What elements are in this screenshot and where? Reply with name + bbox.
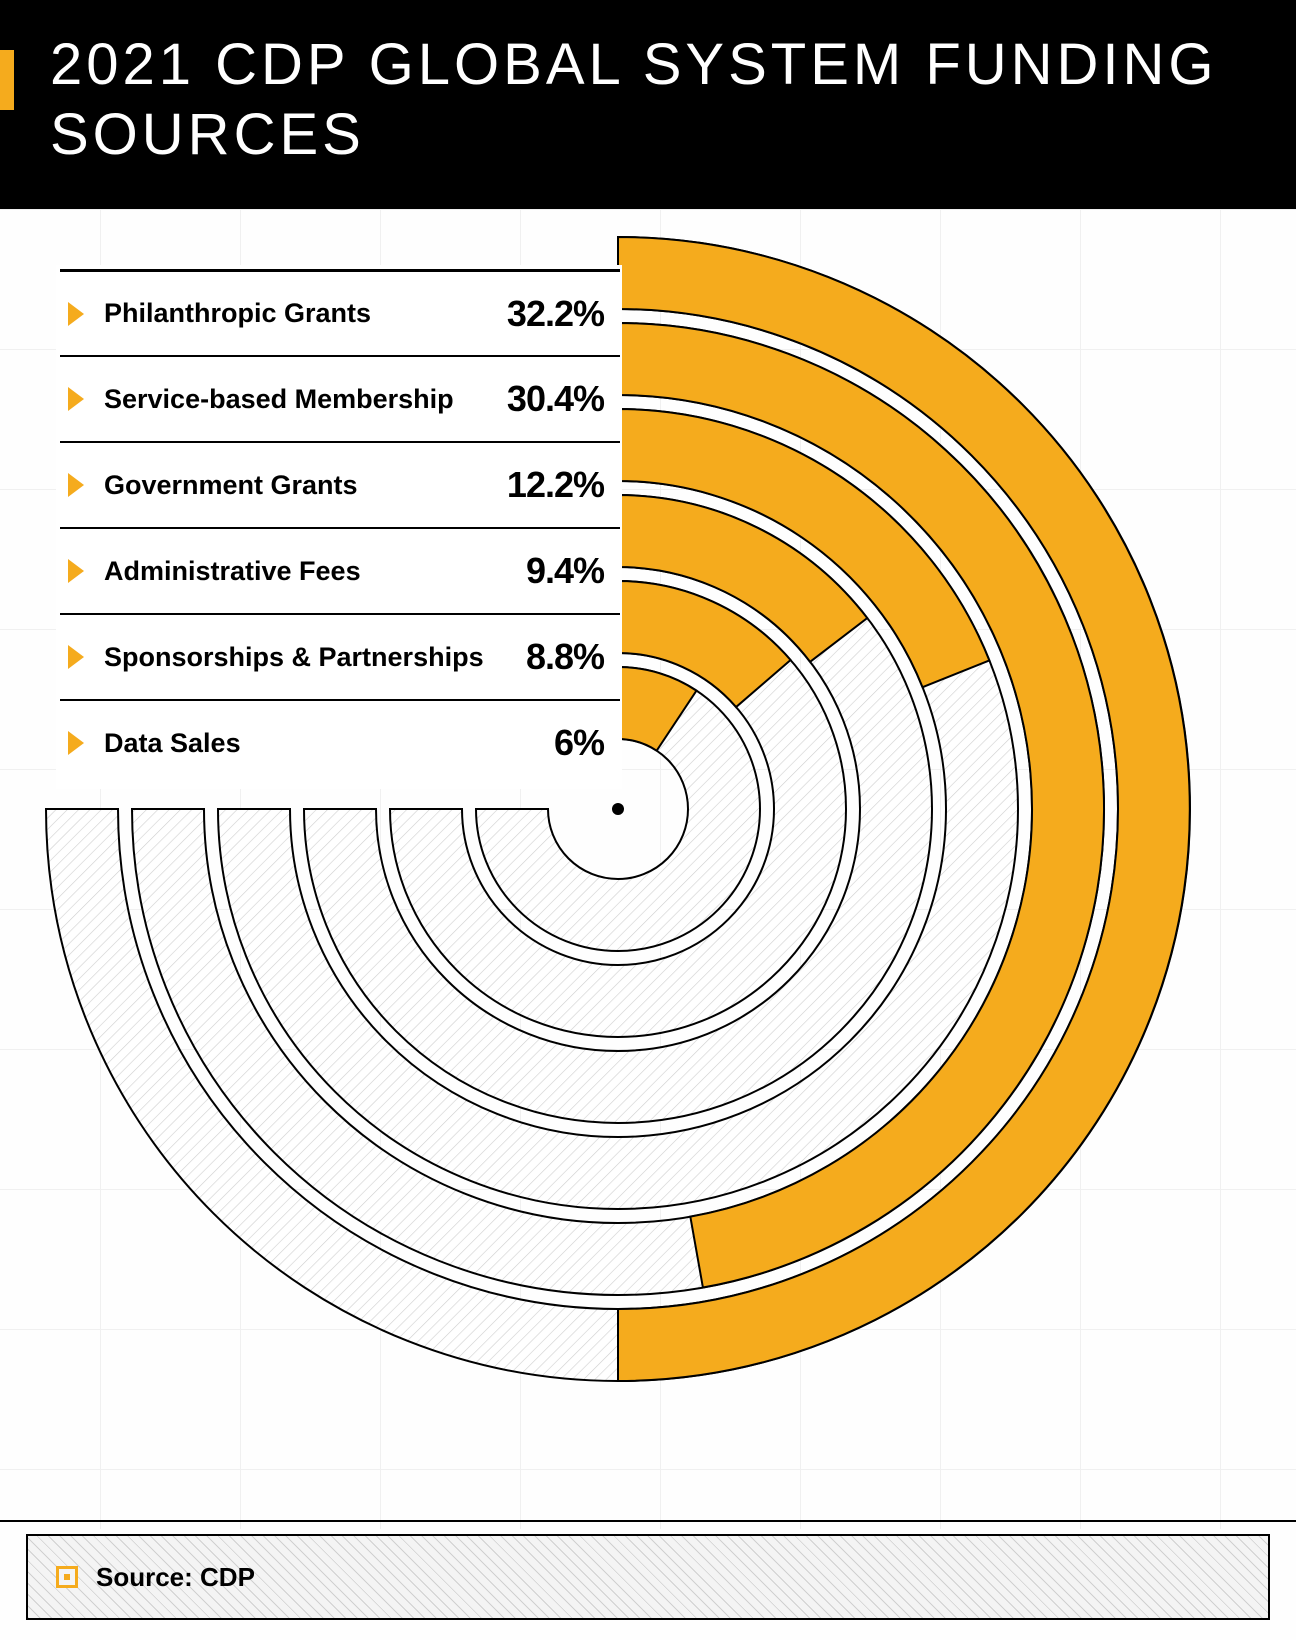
legend-row: Data Sales6% <box>60 699 620 785</box>
chevron-icon <box>68 559 84 583</box>
footer-bar: Source: CDP <box>26 1534 1270 1620</box>
legend-label: Administrative Fees <box>104 556 526 587</box>
source-icon <box>56 1566 78 1588</box>
legend-value: 6% <box>554 722 604 764</box>
chevron-icon <box>68 387 84 411</box>
legend-label: Government Grants <box>104 470 507 501</box>
legend: Philanthropic Grants32.2%Service-based M… <box>60 269 620 785</box>
header: 2021 CDP GLOBAL SYSTEM FUNDING SOURCES <box>0 0 1296 209</box>
legend-value: 8.8% <box>526 636 604 678</box>
page-title: 2021 CDP GLOBAL SYSTEM FUNDING SOURCES <box>50 30 1246 169</box>
footer-separator <box>0 1520 1296 1522</box>
chevron-icon <box>68 473 84 497</box>
legend-value: 32.2% <box>507 293 604 335</box>
chevron-icon <box>68 731 84 755</box>
legend-label: Data Sales <box>104 728 554 759</box>
header-accent-bar <box>0 50 14 110</box>
chart-area: Philanthropic Grants32.2%Service-based M… <box>0 209 1296 1529</box>
legend-row: Government Grants12.2% <box>60 441 620 527</box>
chevron-icon <box>68 645 84 669</box>
legend-value: 9.4% <box>526 550 604 592</box>
legend-value: 12.2% <box>507 464 604 506</box>
chevron-icon <box>68 302 84 326</box>
legend-row: Philanthropic Grants32.2% <box>60 269 620 355</box>
legend-row: Service-based Membership30.4% <box>60 355 620 441</box>
legend-row: Sponsorships & Partnerships8.8% <box>60 613 620 699</box>
legend-row: Administrative Fees9.4% <box>60 527 620 613</box>
legend-label: Philanthropic Grants <box>104 298 507 329</box>
source-label: Source: CDP <box>96 1562 255 1593</box>
center-dot <box>612 803 624 815</box>
legend-label: Service-based Membership <box>104 384 507 415</box>
legend-value: 30.4% <box>507 378 604 420</box>
legend-label: Sponsorships & Partnerships <box>104 642 526 673</box>
